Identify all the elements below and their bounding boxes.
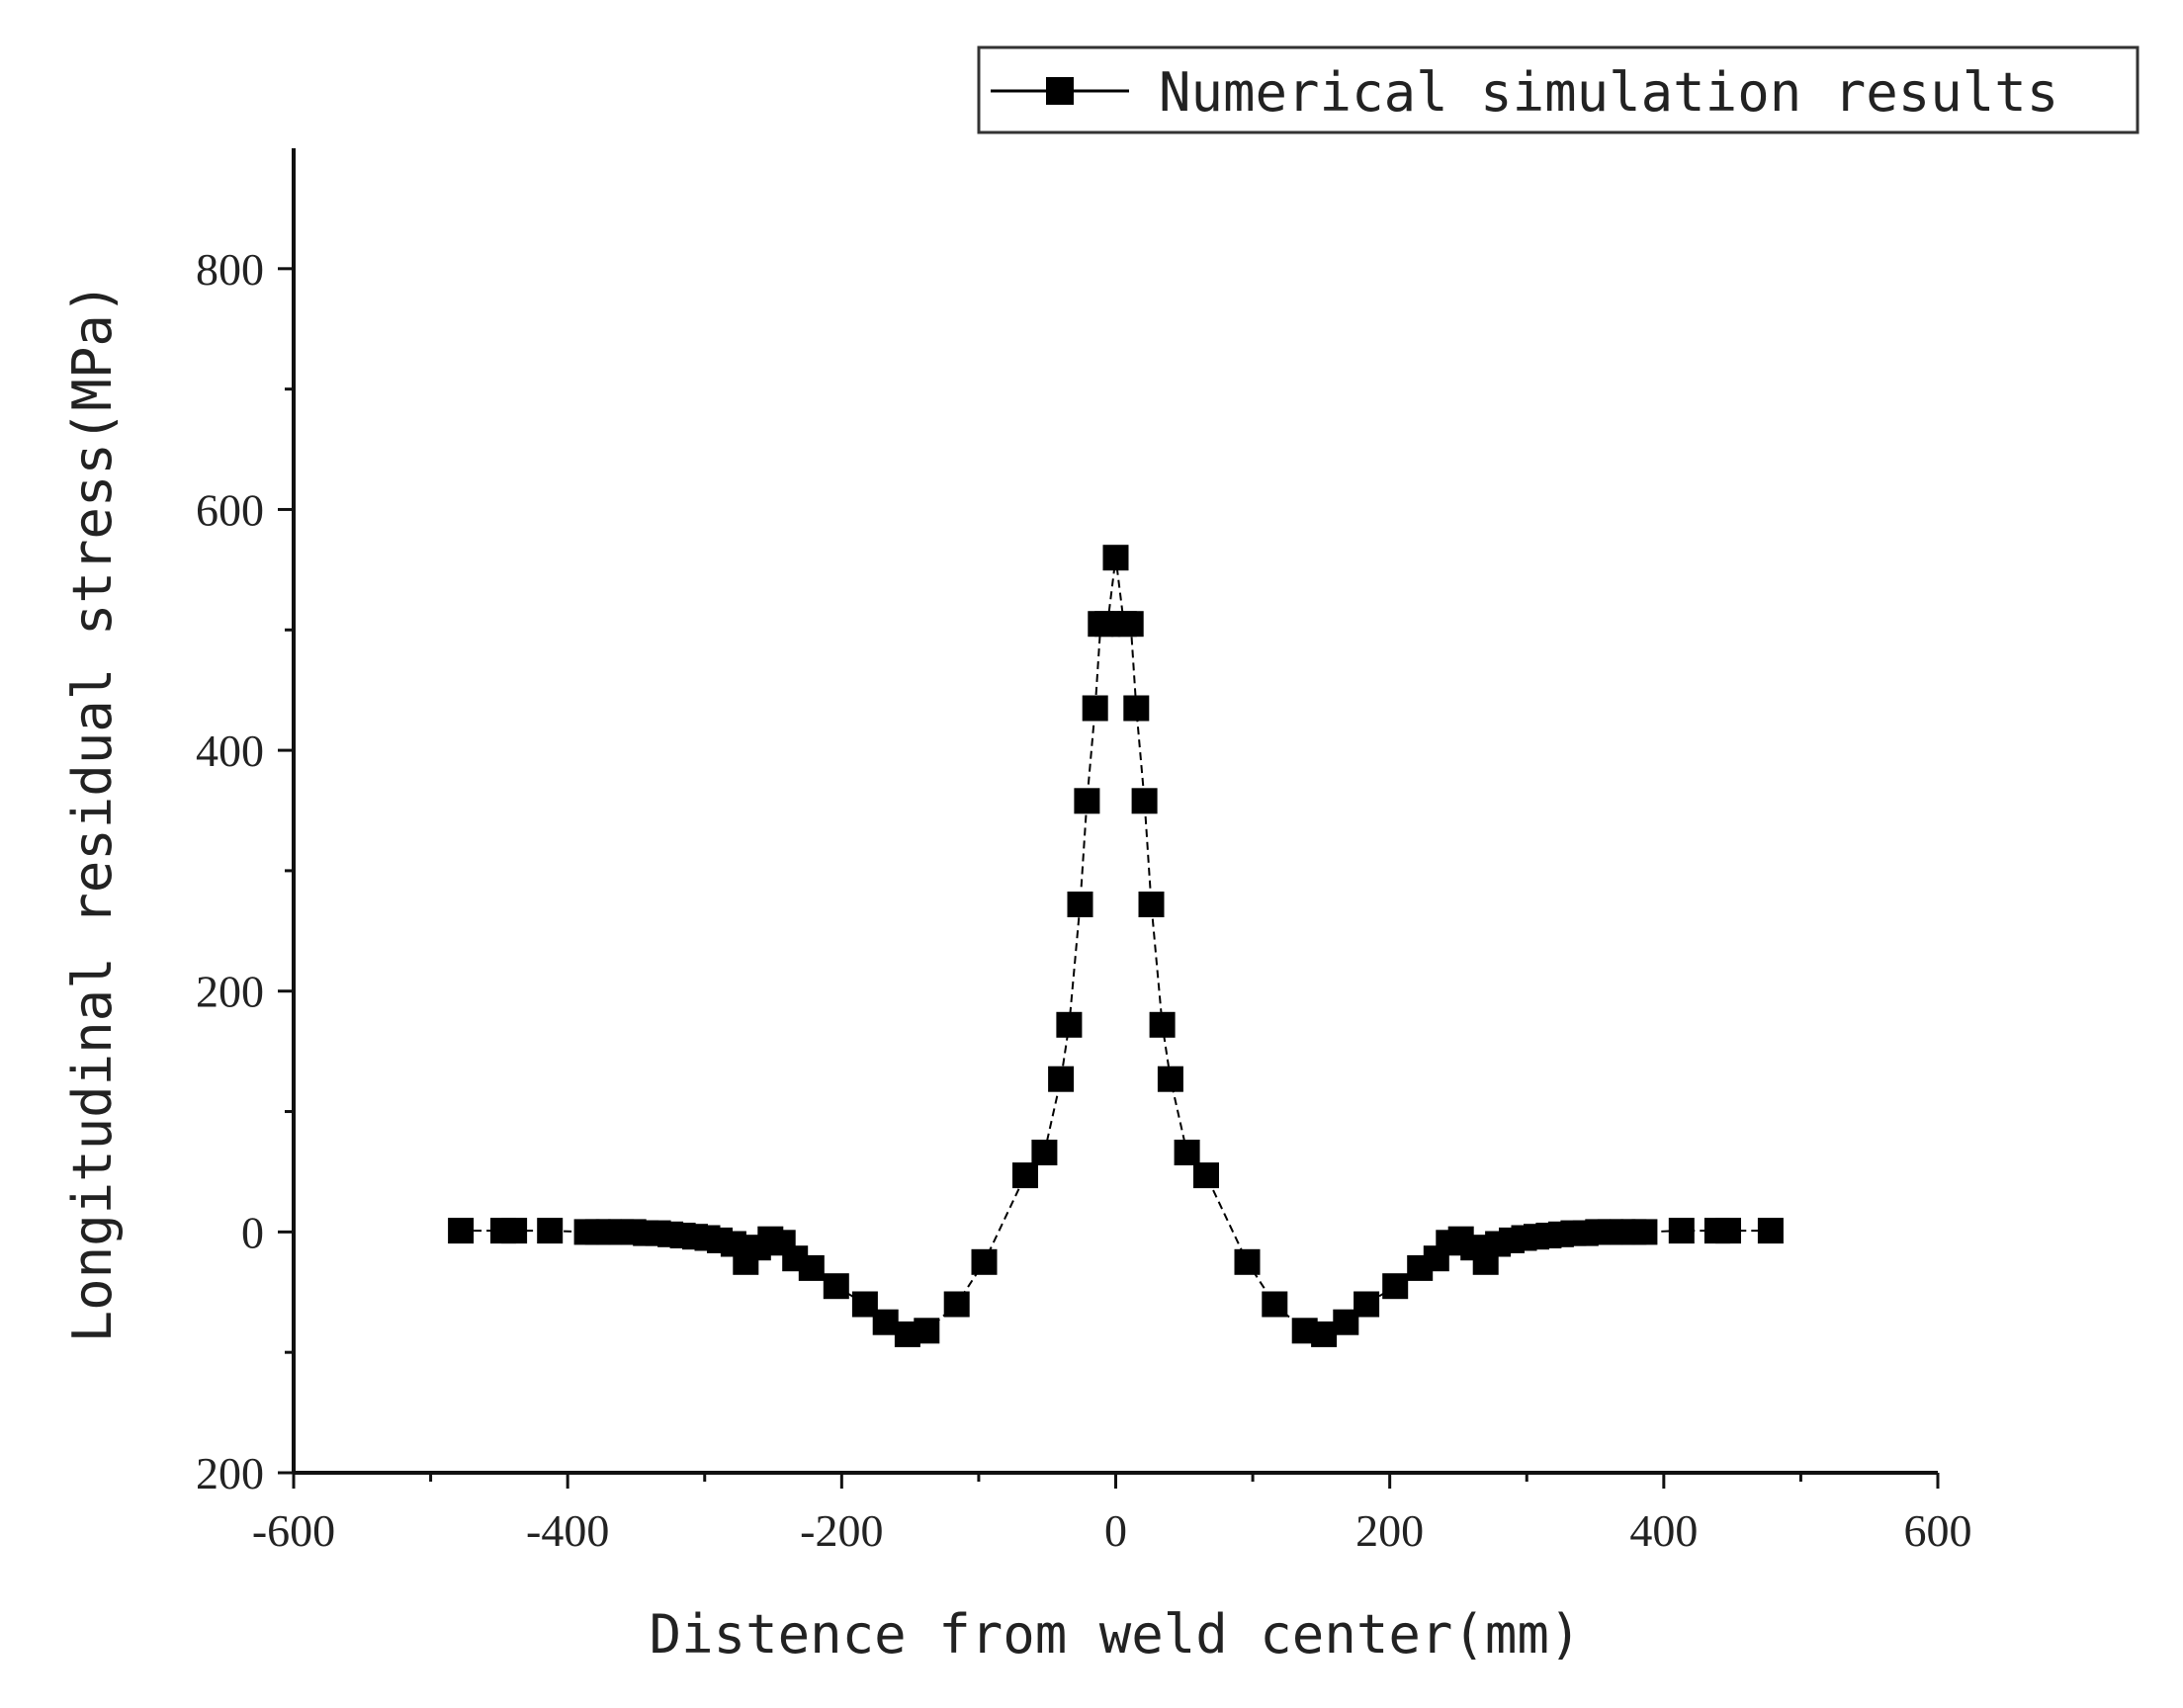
x-tick-label: -200	[800, 1505, 883, 1556]
data-point-marker	[1048, 1066, 1075, 1092]
y-tick-label: 400	[196, 726, 264, 776]
data-point-marker	[1382, 1273, 1409, 1300]
series-line	[461, 557, 1771, 1335]
x-tick-label: 200	[1355, 1505, 1424, 1556]
data-point-marker	[823, 1273, 849, 1300]
x-axis-title: Distence from weld center(mm)	[650, 1603, 1582, 1665]
data-point-marker	[1157, 1066, 1183, 1092]
y-axis-title: Longitudinal residual stress(MPa)	[61, 283, 124, 1343]
data-point-marker	[1131, 788, 1158, 814]
series-markers	[448, 545, 1784, 1347]
data-point-marker	[971, 1248, 998, 1275]
data-point-marker	[1715, 1218, 1741, 1244]
x-tick-label: 600	[1904, 1505, 1972, 1556]
x-tick-label: -600	[252, 1505, 335, 1556]
data-point-marker	[1234, 1248, 1261, 1275]
y-tick-label: 0	[241, 1207, 264, 1257]
data-point-marker	[1149, 1011, 1176, 1038]
data-point-marker	[1102, 545, 1129, 571]
data-point-marker	[1056, 1011, 1083, 1038]
legend: Numerical simulation results	[977, 45, 2139, 134]
legend-label: Numerical simulation results	[1159, 61, 2058, 124]
x-ticks: -600 -400 -200 0 200 400 600	[252, 1473, 1972, 1556]
data-point-marker	[1668, 1218, 1695, 1244]
legend-box	[977, 45, 2139, 134]
y-tick-label: 600	[196, 484, 264, 535]
y-ticks: 200 0 200 400 600 800	[196, 244, 294, 1498]
data-point-marker	[1757, 1218, 1784, 1244]
data-point-marker	[1067, 892, 1093, 917]
x-tick-label: -400	[526, 1505, 609, 1556]
y-tick-label: 200	[196, 1448, 264, 1498]
data-point-marker	[1311, 1321, 1338, 1347]
data-point-marker	[1193, 1162, 1219, 1189]
data-point-marker	[537, 1218, 564, 1244]
data-point-marker	[798, 1254, 825, 1281]
data-point-marker	[501, 1218, 528, 1244]
data-point-marker	[1138, 892, 1165, 917]
x-tick-label: 0	[1104, 1505, 1127, 1556]
x-tick-label: 400	[1629, 1505, 1698, 1556]
y-tick-label: 800	[196, 244, 264, 295]
data-point-marker	[914, 1318, 940, 1344]
data-point-marker	[1117, 611, 1144, 638]
data-point-marker	[1074, 788, 1100, 814]
y-tick-label: 200	[196, 967, 264, 1017]
data-point-marker	[1123, 695, 1150, 722]
data-point-marker	[943, 1291, 970, 1318]
data-point-marker	[1031, 1140, 1058, 1165]
data-point-marker	[1262, 1291, 1288, 1318]
data-point-marker	[1353, 1291, 1380, 1318]
series-line-group	[461, 557, 1771, 1335]
data-point-marker	[1631, 1219, 1658, 1245]
data-point-marker	[1174, 1140, 1200, 1165]
legend-marker-icon	[1046, 77, 1074, 105]
data-point-marker	[448, 1218, 475, 1244]
data-point-marker	[1012, 1162, 1038, 1189]
data-point-marker	[872, 1309, 899, 1335]
data-point-marker	[1082, 695, 1108, 722]
